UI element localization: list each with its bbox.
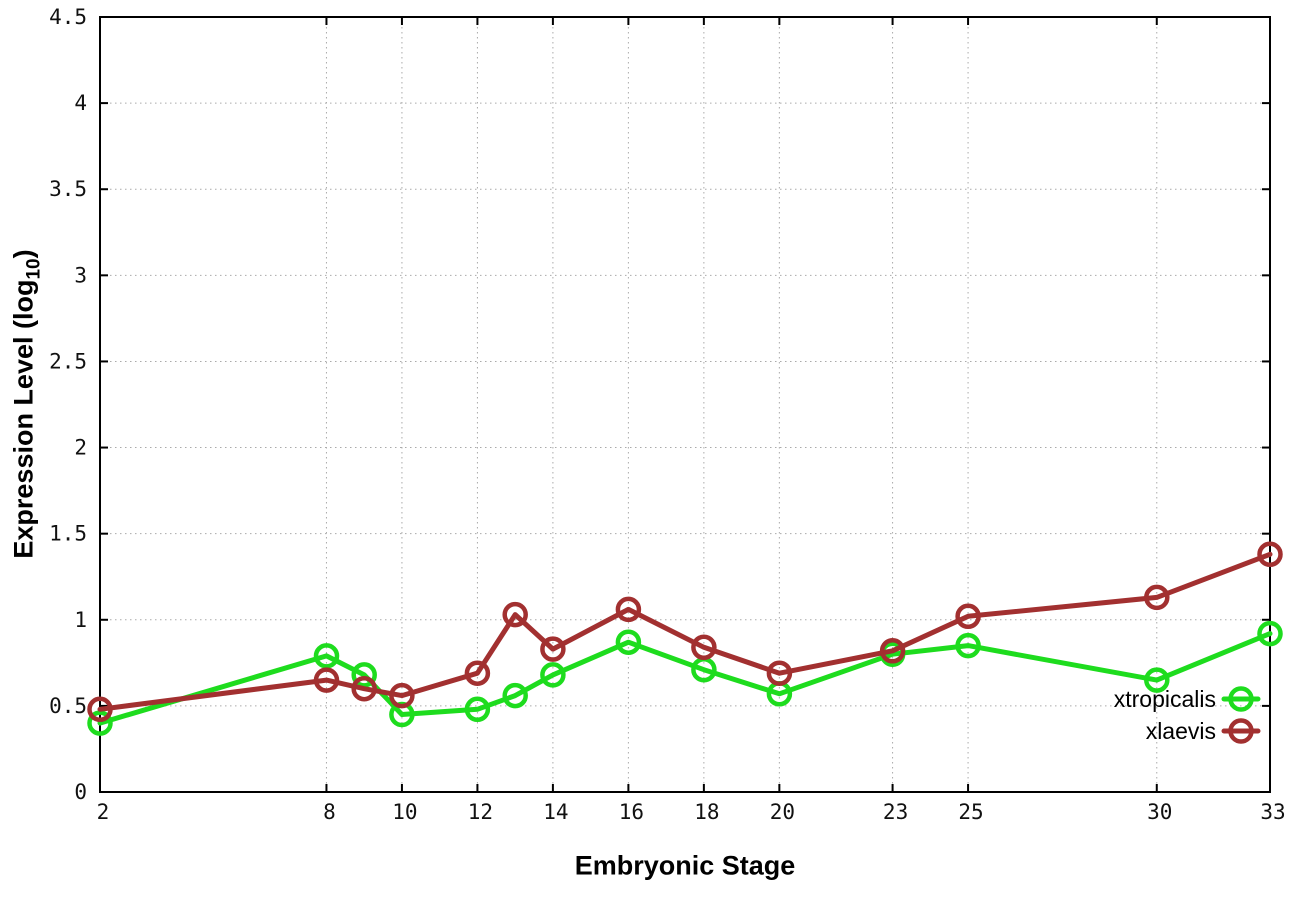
series-line-xtropicalis: [97, 631, 1273, 726]
data-point-xlaevis: [766, 660, 793, 686]
data-point-xlaevis: [955, 603, 981, 630]
x-tick-label: 23: [883, 800, 908, 824]
y-tick-label: 4.5: [49, 5, 87, 29]
data-point-xtropicalis: [313, 643, 340, 669]
y-tick-label: 4: [74, 91, 87, 115]
data-point-xlaevis: [313, 667, 340, 693]
legend-label-xtropicalis: xtropicalis: [1114, 686, 1216, 712]
x-tick-label: 16: [619, 800, 644, 824]
data-point-xlaevis: [87, 696, 113, 723]
y-axis-title-main: Expression Level (log: [8, 279, 39, 559]
legend-sample-marker-xlaevis: [1228, 718, 1254, 744]
y-axis-title-subscript: 10: [23, 258, 45, 280]
data-point-xlaevis: [691, 634, 717, 661]
x-tick-label: 14: [543, 800, 568, 824]
x-tick-label: 8: [323, 800, 336, 824]
data-point-xtropicalis: [955, 632, 981, 659]
y-tick-label: 2: [74, 436, 87, 460]
y-tick-label: 1.5: [49, 522, 87, 546]
data-point-xlaevis: [389, 682, 415, 709]
data-point-xtropicalis: [540, 662, 566, 688]
data-point-xlaevis: [540, 636, 566, 662]
data-point-xtropicalis: [1144, 667, 1170, 693]
legend-sample-marker-xtropicalis: [1228, 686, 1254, 712]
plot-border: [99, 16, 1271, 793]
data-point-xtropicalis: [615, 629, 642, 655]
data-point-xlaevis: [502, 601, 528, 628]
x-tick-label: 33: [1260, 800, 1285, 824]
y-axis-title: Expression Level (log10): [9, 249, 46, 558]
x-tick-label: 25: [958, 800, 983, 824]
data-point-xtropicalis: [87, 710, 113, 736]
x-tick-label: 10: [392, 800, 417, 824]
x-tick-label: 12: [468, 800, 493, 824]
x-tick-label: 2: [97, 800, 110, 824]
x-tick-label: 18: [694, 800, 719, 824]
y-tick-label: 2.5: [49, 349, 87, 373]
data-point-xlaevis: [615, 596, 642, 623]
x-tick-label: 30: [1147, 800, 1172, 824]
x-tick-label: 20: [770, 800, 795, 824]
y-tick-label: 0.5: [49, 694, 87, 718]
data-point-xtropicalis: [1257, 620, 1283, 647]
data-point-xlaevis: [351, 675, 377, 702]
x-axis-title: Embryonic Stage: [574, 850, 796, 881]
y-tick-label: 1: [74, 608, 87, 632]
data-point-xlaevis: [464, 660, 491, 686]
y-axis-title-suffix: ): [8, 249, 39, 259]
y-tick-label: 0: [74, 780, 87, 804]
data-point-xtropicalis: [351, 662, 377, 688]
data-point-xtropicalis: [464, 696, 491, 723]
series-line-xlaevis: [97, 551, 1273, 712]
legend-label-xlaevis: xlaevis: [1146, 718, 1216, 744]
data-point-xlaevis: [879, 638, 906, 664]
data-point-xlaevis: [1257, 541, 1283, 568]
y-tick-label: 3: [74, 263, 87, 287]
data-point-xtropicalis: [502, 682, 528, 709]
y-tick-label: 3.5: [49, 177, 87, 201]
data-point-xlaevis: [1144, 584, 1170, 611]
